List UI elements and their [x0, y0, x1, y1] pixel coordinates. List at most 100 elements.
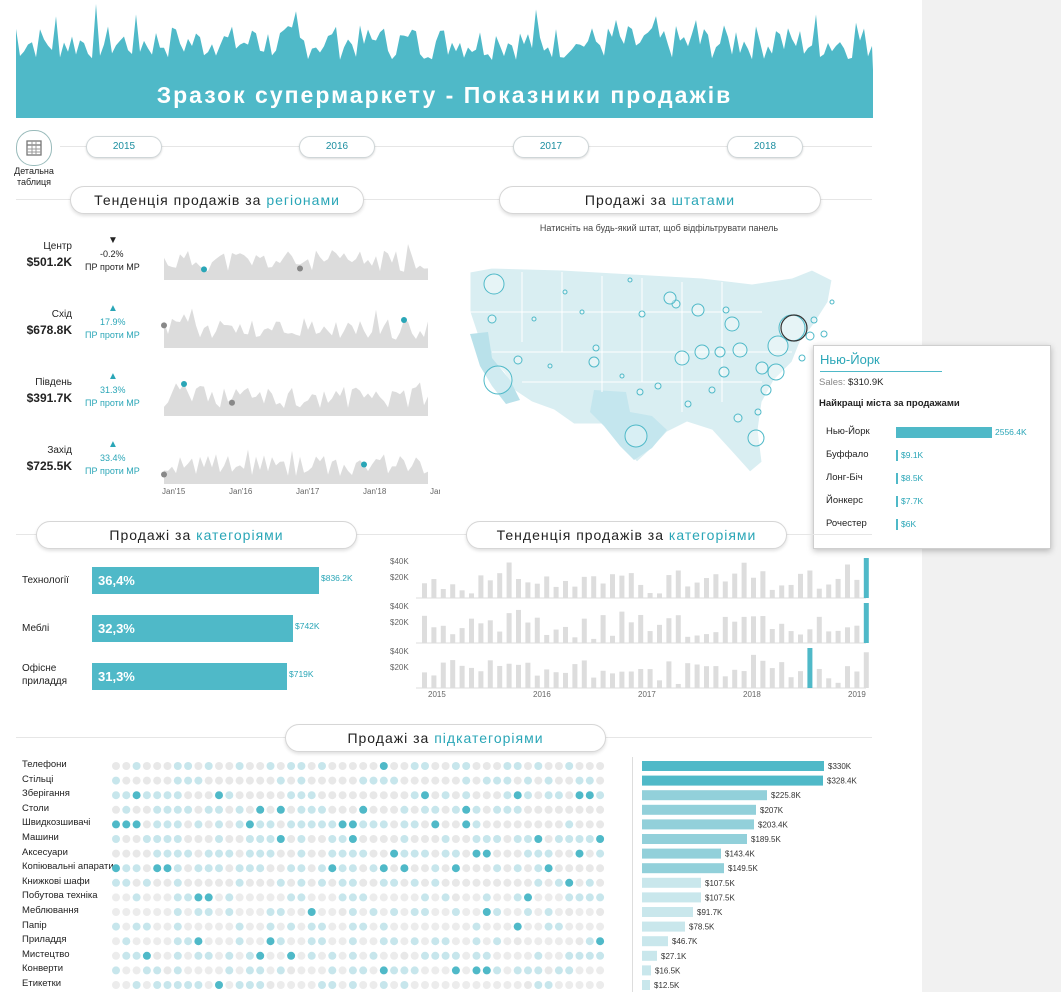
- subcategory-dot: [554, 791, 563, 800]
- header-sales-wave: [16, 4, 873, 118]
- state-sales-bubble[interactable]: [487, 314, 497, 324]
- state-sales-bubble[interactable]: [638, 310, 646, 318]
- subcategory-dot: [132, 981, 141, 989]
- subcategory-bar[interactable]: [642, 892, 701, 903]
- state-sales-bubbles[interactable]: [483, 273, 835, 448]
- selected-state-bubble[interactable]: [780, 314, 808, 342]
- subcategory-dot: [328, 791, 337, 800]
- subcategory-bar[interactable]: [642, 950, 657, 961]
- subcategory-dot: [544, 937, 553, 946]
- subcategory-dot: [307, 951, 316, 960]
- state-sales-bubble[interactable]: [636, 388, 644, 396]
- subcategory-bars: $330K $328.4K $225.8K $207K $203.4K $189.5K $1…: [642, 761, 857, 990]
- subcategory-dot: [534, 762, 543, 770]
- state-sales-bubble[interactable]: [798, 354, 806, 362]
- state-sales-bubble[interactable]: [684, 400, 692, 408]
- state-sales-bubble[interactable]: [663, 291, 677, 305]
- subcategory-dot: [328, 776, 337, 785]
- state-sales-bubble[interactable]: [531, 316, 537, 322]
- state-sales-bubble[interactable]: [483, 365, 513, 395]
- state-sales-bubble[interactable]: [829, 299, 835, 305]
- state-sales-bubble[interactable]: [592, 344, 600, 352]
- state-sales-bubble[interactable]: [767, 335, 789, 357]
- subcategory-bar[interactable]: [642, 907, 693, 917]
- state-sales-bubble[interactable]: [654, 382, 662, 390]
- state-sales-bubble[interactable]: [624, 424, 648, 448]
- state-sales-bubble[interactable]: [733, 413, 743, 423]
- year-button-2018[interactable]: 2018: [727, 136, 803, 158]
- subcategory-bar[interactable]: [642, 790, 767, 801]
- state-sales-bubble[interactable]: [718, 366, 730, 378]
- texas-shape[interactable]: [590, 390, 667, 460]
- state-sales-bubble[interactable]: [714, 346, 726, 358]
- state-sales-bubble[interactable]: [619, 373, 625, 379]
- subcategory-dot: [122, 849, 131, 858]
- state-sales-bubble[interactable]: [588, 356, 600, 368]
- subcategory-bar[interactable]: [642, 819, 754, 830]
- subcategory-dot: [215, 981, 223, 989]
- state-sales-bubble[interactable]: [708, 386, 716, 394]
- subcategory-dot: [575, 908, 584, 916]
- state-sales-bubble[interactable]: [805, 331, 815, 341]
- region-sparkline-area: [164, 244, 428, 280]
- state-sales-bubble[interactable]: [760, 384, 772, 396]
- state-sales-bubble[interactable]: [579, 309, 585, 315]
- category-bar[interactable]: [92, 663, 287, 690]
- year-button-2015[interactable]: 2015: [86, 136, 162, 158]
- us-mainland-shape[interactable]: [469, 267, 833, 473]
- state-sales-bubble[interactable]: [722, 306, 730, 314]
- state-sales-bubble[interactable]: [627, 277, 633, 283]
- subcategory-dot: [503, 981, 512, 989]
- subcategory-bar[interactable]: [642, 761, 824, 771]
- state-sales-bubble[interactable]: [810, 316, 818, 324]
- subcategory-bar[interactable]: [642, 848, 721, 859]
- state-sales-bubble[interactable]: [674, 350, 690, 366]
- state-sales-bubble[interactable]: [562, 289, 568, 295]
- cat-trend-bar: [638, 614, 644, 643]
- subcategory-bar[interactable]: [642, 921, 685, 932]
- subcategory-dot: [565, 981, 574, 989]
- state-sales-bubble[interactable]: [513, 355, 523, 365]
- subcategory-dot: [122, 893, 131, 902]
- subcategory-dot: [194, 820, 203, 829]
- subcategory-dot: [369, 762, 378, 770]
- subcategory-dot: [338, 922, 347, 931]
- state-sales-bubble[interactable]: [483, 273, 505, 295]
- state-sales-bubble[interactable]: [820, 330, 828, 338]
- subcategory-dot: [359, 864, 368, 873]
- state-sales-bubble[interactable]: [767, 363, 785, 381]
- subcategory-bar[interactable]: [642, 936, 668, 947]
- state-sales-bubble[interactable]: [694, 344, 710, 360]
- state-sales-bubble[interactable]: [724, 316, 740, 332]
- state-sales-bubble[interactable]: [732, 342, 748, 358]
- subcategory-bar[interactable]: [642, 877, 701, 888]
- subcategory-dot: [235, 966, 244, 975]
- subcategory-dot: [421, 835, 429, 843]
- subcategory-dot: [112, 908, 120, 916]
- subcategory-bar[interactable]: [642, 965, 651, 976]
- state-sales-bubble[interactable]: [747, 429, 765, 447]
- subcategory-dot: [225, 805, 234, 814]
- subcategory-bar[interactable]: [642, 775, 823, 786]
- state-sales-bubble[interactable]: [691, 303, 705, 317]
- state-sales-bubble[interactable]: [778, 314, 806, 342]
- subcategory-dot: [534, 835, 543, 843]
- year-button-2016[interactable]: 2016: [299, 136, 375, 158]
- subcategory-dot: [359, 762, 368, 770]
- state-sales-bubble[interactable]: [547, 363, 553, 369]
- subcategory-dot: [369, 864, 378, 873]
- category-bar[interactable]: [92, 567, 319, 594]
- subcategory-dot: [482, 776, 491, 785]
- year-button-2017[interactable]: 2017: [513, 136, 589, 158]
- state-sales-bubble[interactable]: [755, 361, 769, 375]
- subcategory-bar[interactable]: [642, 863, 724, 874]
- us-states-map[interactable]: [462, 262, 862, 482]
- tooltip-city-value: $9.1K: [901, 450, 924, 460]
- subcategory-bar[interactable]: [642, 980, 650, 990]
- state-sales-bubble[interactable]: [754, 408, 762, 416]
- california-shape[interactable]: [470, 332, 520, 404]
- subcategory-bar[interactable]: [642, 804, 756, 815]
- detail-table-button[interactable]: [16, 130, 52, 166]
- category-bar[interactable]: [92, 615, 293, 642]
- subcategory-bar[interactable]: [642, 834, 747, 844]
